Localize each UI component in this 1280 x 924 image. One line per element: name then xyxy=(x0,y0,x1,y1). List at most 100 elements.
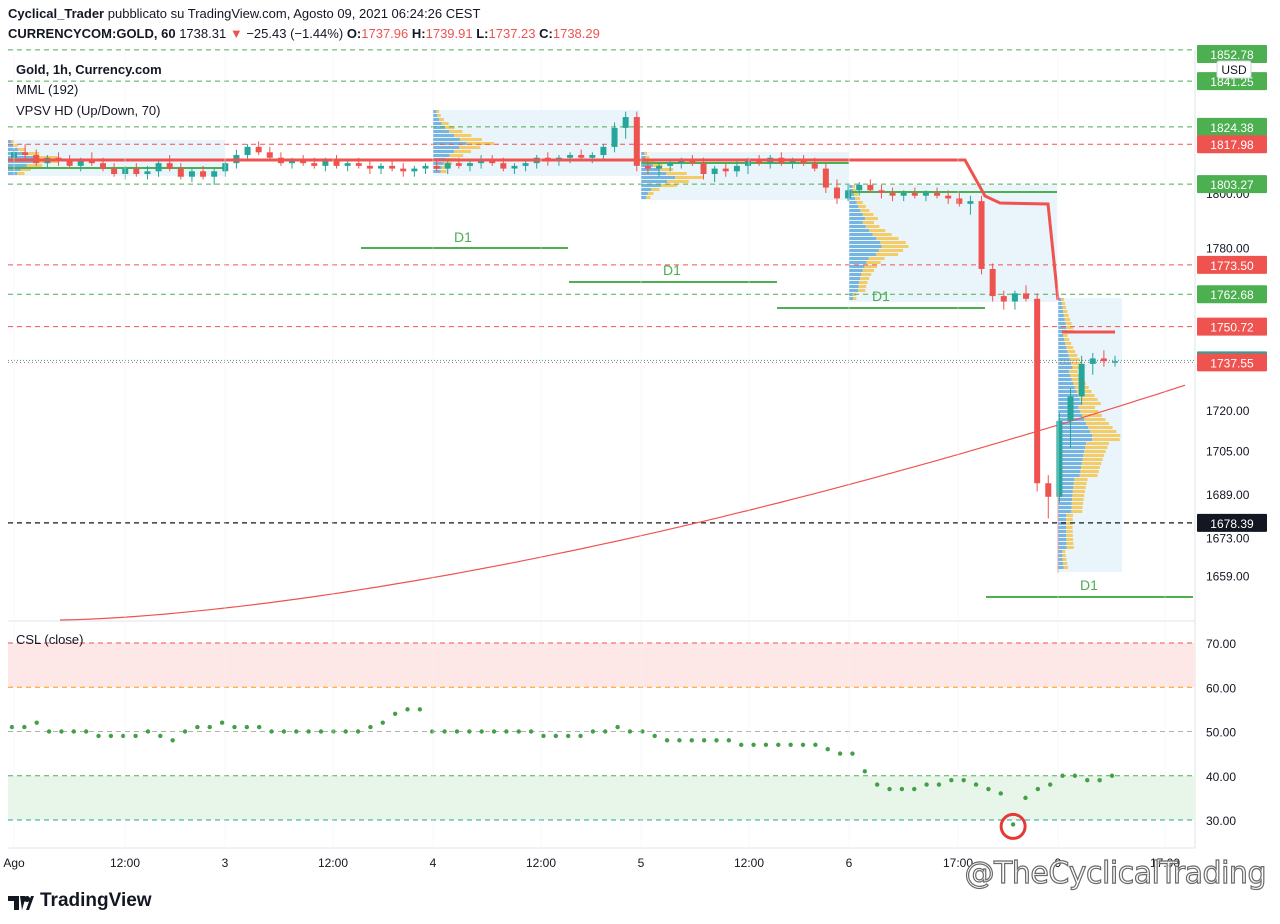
price-badge-bg xyxy=(1197,117,1267,136)
csl-dot xyxy=(899,786,905,792)
vp-down-bar xyxy=(880,241,906,244)
symbol-quote-line: CURRENCYCOM:GOLD, 60 1738.31 ▼ −25.43 (−… xyxy=(8,26,600,41)
vp-down-bar xyxy=(1081,402,1101,405)
vp-down-bar xyxy=(1063,566,1069,569)
overbought-zone xyxy=(8,643,1195,688)
vp-up-bar xyxy=(1058,566,1064,569)
csl-dot xyxy=(553,733,559,739)
vp-up-bar xyxy=(1058,502,1072,505)
csl-dot xyxy=(912,786,917,792)
vp-up-bar xyxy=(1058,490,1073,493)
csl-dot xyxy=(306,729,311,734)
vp-down-bar xyxy=(1066,518,1073,521)
vp-down-bar xyxy=(1062,306,1067,309)
candle xyxy=(689,160,696,164)
csl-dot xyxy=(22,724,27,730)
vp-down-bar xyxy=(1065,342,1072,345)
vp-up-bar xyxy=(8,148,18,151)
vp-down-bar xyxy=(1071,502,1084,505)
candle xyxy=(177,168,184,177)
vp-up-bar xyxy=(1058,442,1087,445)
candle xyxy=(1078,363,1085,397)
csl-dot xyxy=(528,729,534,734)
vp-up-bar xyxy=(1058,558,1063,561)
vp-down-bar xyxy=(859,281,868,284)
vp-down-bar xyxy=(1064,338,1070,341)
csl-dot xyxy=(133,733,138,739)
candle xyxy=(1089,358,1096,364)
tradingview-brand[interactable]: TradingView xyxy=(8,890,152,912)
vp-down-bar xyxy=(1079,474,1098,477)
candle xyxy=(355,163,362,166)
vp-up-bar xyxy=(1058,390,1077,393)
price-badge-bg xyxy=(1197,135,1267,154)
vp-up-bar xyxy=(849,237,877,240)
vp-up-bar xyxy=(1058,358,1070,361)
candle xyxy=(255,146,262,153)
csl-dot xyxy=(603,729,608,734)
vp-down-bar xyxy=(1081,466,1100,469)
vp-up-bar xyxy=(849,221,863,224)
indicator-mml[interactable]: MML (192) xyxy=(16,82,79,97)
csl-dot xyxy=(677,738,682,743)
vp-up-bar xyxy=(1058,474,1080,477)
vp-up-bar xyxy=(1058,386,1075,389)
vp-down-bar xyxy=(666,172,687,175)
vp-up-bar xyxy=(641,176,676,179)
candle xyxy=(722,168,729,172)
vp-down-bar xyxy=(1082,458,1103,461)
publisher-name[interactable]: Cyclical_Trader xyxy=(8,6,105,21)
vp-up-bar xyxy=(433,154,450,157)
indicator-vpsv[interactable]: VPSV HD (Up/Down, 70) xyxy=(16,103,161,118)
candle xyxy=(644,165,651,169)
vp-up-bar xyxy=(433,134,455,137)
csl-dot xyxy=(83,729,89,734)
candle xyxy=(422,165,429,169)
csl-dot xyxy=(973,782,979,787)
csl-dot xyxy=(380,720,385,725)
currency-badge: USD xyxy=(1216,60,1252,79)
vp-down-bar xyxy=(1066,526,1073,529)
vp-down-bar xyxy=(1081,462,1102,465)
vp-down-bar xyxy=(1061,298,1064,301)
vp-down-bar xyxy=(855,197,861,200)
price-tick-label: 1720.00 xyxy=(1206,404,1250,418)
candle xyxy=(900,193,907,196)
vp-down-bar xyxy=(17,172,25,175)
vp-down-bar xyxy=(660,184,678,187)
candle xyxy=(678,160,685,164)
candle xyxy=(22,152,29,156)
price-badge-bg xyxy=(1197,513,1267,532)
vp-up-bar xyxy=(849,285,859,288)
vp-up-bar xyxy=(1058,430,1091,433)
high-label: H: xyxy=(411,26,426,41)
vp-up-bar xyxy=(849,241,881,244)
csl-dot xyxy=(71,729,76,734)
vp-down-bar xyxy=(864,265,878,268)
vp-down-bar xyxy=(1062,554,1066,557)
candle xyxy=(511,165,518,169)
oversold-zone xyxy=(8,775,1195,820)
csl-dot xyxy=(714,738,719,743)
vp-down-bar xyxy=(1073,482,1087,485)
d1-label: D1 xyxy=(1080,577,1098,593)
csl-dot xyxy=(689,738,694,743)
candle xyxy=(878,190,885,193)
csl-dot xyxy=(701,738,707,743)
watermark: @TheCyclicalTrading xyxy=(964,855,1267,891)
vp-down-bar xyxy=(862,221,874,224)
csl-dot xyxy=(121,733,126,739)
indicator-csl[interactable]: CSL (close) xyxy=(16,632,84,647)
vp-up-bar xyxy=(1058,310,1064,313)
vp-down-bar xyxy=(872,233,892,236)
vp-up-bar xyxy=(1058,506,1072,509)
csl-dot xyxy=(1010,822,1016,827)
vp-up-bar xyxy=(849,289,859,292)
csl-dot xyxy=(800,742,806,747)
price-badge-bg xyxy=(1197,45,1267,63)
vp-up-bar xyxy=(433,162,444,165)
vp-up-bar xyxy=(1058,438,1093,441)
csl-dot xyxy=(776,742,781,747)
vp-down-bar xyxy=(853,297,857,300)
